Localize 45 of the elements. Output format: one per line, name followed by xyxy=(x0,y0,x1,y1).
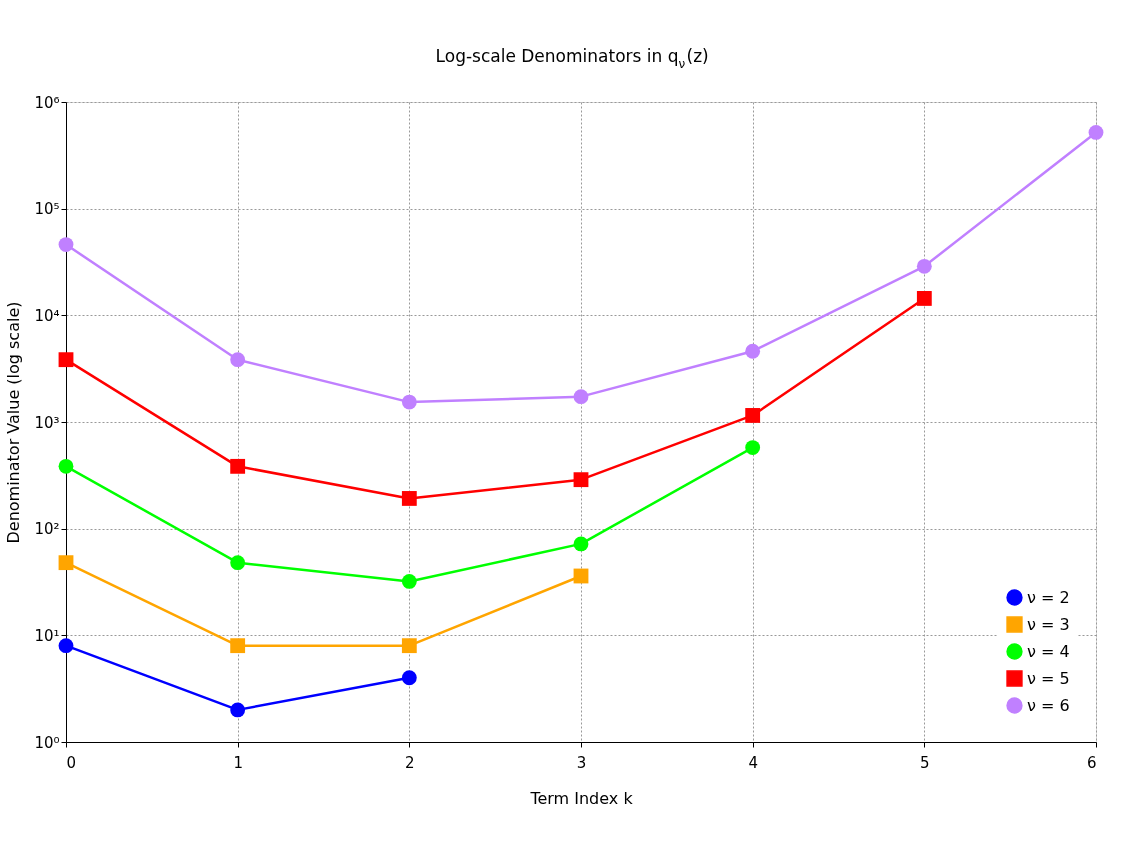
point xyxy=(573,389,589,405)
point xyxy=(401,394,417,410)
point xyxy=(58,458,74,474)
x-tick-label: 5 xyxy=(920,753,930,772)
x-tick-label: 1 xyxy=(233,753,243,772)
point xyxy=(58,352,74,368)
point xyxy=(573,472,589,488)
x-axis-title: Term Index k xyxy=(529,788,634,808)
point xyxy=(230,352,246,368)
point xyxy=(1088,125,1104,140)
point xyxy=(58,555,74,571)
point xyxy=(401,574,417,589)
point xyxy=(745,440,761,455)
legend-label: ν = 3 xyxy=(1027,614,1070,634)
point xyxy=(401,670,417,686)
y-tick-label: 10⁴ xyxy=(34,306,60,325)
y-tick-label: 10² xyxy=(34,520,60,539)
point xyxy=(745,343,761,359)
y-tick-label: 10⁰ xyxy=(34,733,60,752)
y-tick-label: 10⁵ xyxy=(34,200,60,219)
point xyxy=(58,638,74,654)
point xyxy=(745,408,761,423)
legend-label: ν = 5 xyxy=(1027,668,1070,688)
y-axis-title: Denominator Value (log scale) xyxy=(4,301,24,544)
legend-label: ν = 2 xyxy=(1027,587,1070,607)
point xyxy=(230,702,246,718)
x-tick-label: 3 xyxy=(576,753,587,772)
point xyxy=(230,555,246,571)
x-tick-label: 6 xyxy=(1086,753,1097,772)
point xyxy=(401,491,417,506)
y-tick-label: 10¹ xyxy=(34,626,60,645)
x-tick-label: 0 xyxy=(66,753,77,772)
legend-label: ν = 6 xyxy=(1027,695,1070,715)
point xyxy=(401,638,417,654)
point xyxy=(573,536,589,552)
point xyxy=(230,638,246,654)
legend-label: ν = 4 xyxy=(1027,641,1070,661)
x-tick-label: 2 xyxy=(405,753,415,772)
point xyxy=(58,237,74,252)
y-tick-label: 10³ xyxy=(34,413,60,432)
point xyxy=(916,291,932,306)
x-tick-label: 4 xyxy=(748,753,758,772)
y-tick-label: 10⁶ xyxy=(34,93,60,112)
point xyxy=(916,258,932,274)
point xyxy=(230,458,246,474)
